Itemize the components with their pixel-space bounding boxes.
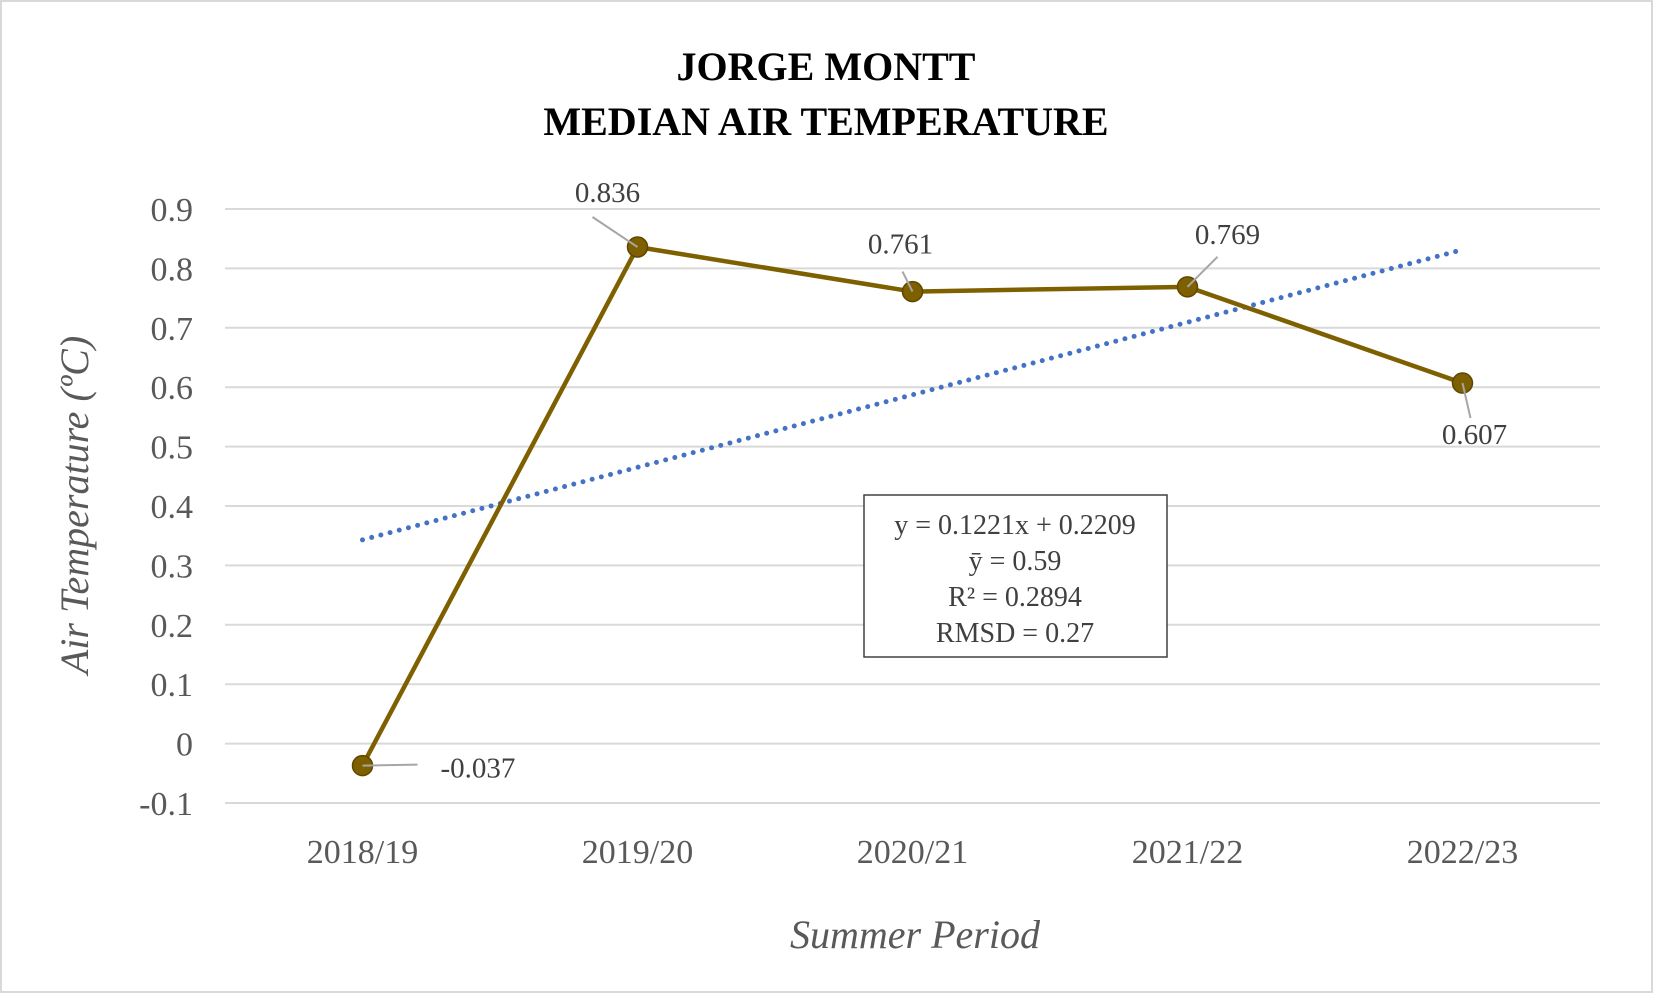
y-tick-label: 0 — [176, 727, 193, 764]
leader-line — [1461, 382, 1472, 419]
y-tick-label: 0.9 — [151, 192, 194, 229]
x-tick-label: 2020/21 — [857, 834, 968, 871]
x-axis-ticks: 2018/19 2019/20 2020/21 2021/22 2022/23 — [307, 834, 1518, 871]
annotation-line: y = 0.1221x + 0.2209 — [894, 510, 1136, 541]
leader-line — [362, 763, 418, 767]
data-labels: -0.037 0.836 0.761 0.769 0.607 — [441, 177, 1508, 785]
chart-title-line-1: JORGE MONTT — [677, 44, 976, 89]
data-label: 0.761 — [868, 229, 933, 261]
y-tick-label: 0.5 — [151, 430, 194, 467]
y-tick-label: -0.1 — [139, 786, 193, 823]
y-tick-label: 0.3 — [151, 548, 194, 585]
annotation-line: RMSD = 0.27 — [936, 618, 1094, 649]
y-tick-label: 0.6 — [151, 370, 194, 407]
regression-annotation-box: y = 0.1221x + 0.2209 ȳ = 0.59 R² = 0.2894 R… — [863, 494, 1168, 658]
leader-line — [591, 216, 639, 248]
annotation-line: R² = 0.2894 — [948, 582, 1082, 613]
y-axis-ticks: -0.1 0 0.1 0.2 0.3 0.4 0.5 0.6 0.7 0.8 0.9 — [139, 192, 193, 823]
trendline — [360, 247, 1465, 543]
annotation-box — [863, 494, 1168, 658]
label-leader-lines — [362, 216, 1472, 767]
data-label: 0.836 — [575, 177, 640, 209]
chart-title-line-2: MEDIAN AIR TEMPERATURE — [543, 99, 1108, 144]
y-tick-label: 0.4 — [151, 489, 194, 526]
data-label: 0.607 — [1442, 419, 1507, 451]
data-label: -0.037 — [441, 753, 516, 785]
y-axis-title: Air Temperature (ºC) — [52, 336, 97, 677]
leader-line — [901, 271, 914, 293]
gridlines — [225, 208, 1600, 804]
y-tick-label: 0.8 — [151, 251, 194, 288]
x-tick-label: 2019/20 — [582, 834, 693, 871]
y-tick-label: 0.1 — [151, 667, 194, 704]
x-tick-label: 2022/23 — [1407, 834, 1518, 871]
x-tick-label: 2021/22 — [1132, 834, 1243, 871]
annotation-line: ȳ = 0.59 — [969, 546, 1062, 577]
x-axis-title: Summer Period — [790, 912, 1041, 957]
x-tick-label: 2018/19 — [307, 834, 418, 871]
y-tick-label: 0.2 — [151, 608, 194, 645]
data-label: 0.769 — [1195, 219, 1260, 251]
trendline-path — [360, 247, 1465, 543]
leader-line — [1186, 256, 1219, 288]
y-tick-label: 0.7 — [151, 311, 194, 348]
